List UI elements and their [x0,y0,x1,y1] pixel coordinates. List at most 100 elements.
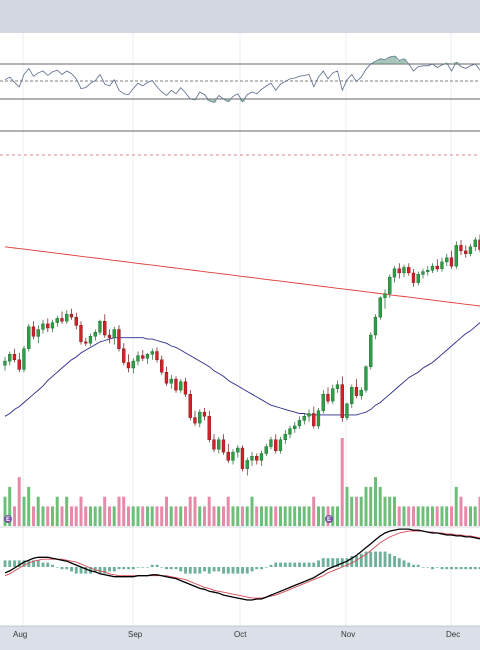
macd-histogram-bar [93,567,97,572]
macd-histogram-bar [65,567,69,570]
candle-body [245,460,249,469]
volume-bar [283,506,287,526]
macd-histogram-bar [70,567,73,572]
volume-bar [397,506,401,526]
candle-body [145,354,150,359]
macd-histogram-bar [331,558,335,567]
candle-body [335,384,340,389]
macd-histogram-bar [32,560,35,567]
volume-bar [212,506,216,526]
macd-histogram-bar [131,567,135,570]
candle-body [117,329,121,349]
month-label-aug: Aug [13,630,27,639]
earnings-marker-icon [4,515,12,523]
candle-body [36,329,40,337]
candle-body [312,413,316,427]
earnings-marker-1[interactable]: E [4,515,12,523]
macd-histogram-bar [84,567,88,574]
macd-histogram-bar [473,567,477,570]
macd-histogram-bar [245,567,249,574]
volume-bar [464,506,468,526]
volume-bar [245,506,249,526]
month-label-oct: Oct [234,630,247,639]
volume-bar [459,496,463,526]
macd-histogram-bar [378,551,382,567]
candle-body [454,245,458,267]
volume-bar [3,496,7,526]
macd-histogram-bar [226,567,230,574]
candle-body [231,451,235,461]
candle-body [397,268,401,274]
macd-histogram-bar [350,556,354,567]
candle-body [331,388,335,402]
volume-bar [374,477,377,526]
macd-histogram-bar [426,567,430,568]
volume-bar [255,506,259,526]
macd-histogram-bar [136,567,140,568]
macd-histogram-bar [454,567,458,570]
candle-body [236,447,240,453]
volume-bar [473,506,477,526]
rsi-line [4,55,480,103]
candle-body [122,348,126,363]
candle-body [274,439,278,451]
volume-bar [84,506,88,526]
volume-bar [46,506,50,526]
candle-body [468,246,473,254]
macd-histogram-bar [217,567,221,572]
footer-bar [0,626,480,650]
volume-bar [127,506,130,526]
volume-bar [108,506,111,526]
volume-bar [364,486,368,526]
macd-histogram-bar [264,567,268,568]
earnings-marker-2[interactable]: E [325,515,333,523]
macd-histogram-bar [51,564,54,567]
macd-histogram-bar [112,567,116,572]
candle-body [283,434,287,440]
volume-bar [32,506,35,526]
macd-histogram-bar [307,562,311,567]
macd-histogram-bar [174,567,178,570]
volume-bar [355,496,358,526]
candle-body [84,341,88,344]
macd-histogram-bar [274,562,278,567]
candle-body [369,334,373,367]
candle-body [250,456,254,461]
candle-body [93,332,97,337]
macd-histogram-bar [459,567,463,570]
volume-bar [274,506,278,526]
macd-histogram-bar [336,558,339,567]
macd-histogram-bar [445,567,449,570]
macd-histogram-bar [150,564,154,567]
macd-histogram-bar [260,567,263,570]
volume-bar [131,506,135,526]
candle-body [421,271,425,275]
volume-bar [402,506,406,526]
macd-histogram-bar [431,567,434,570]
candle-body [60,318,64,322]
candle-body [141,355,145,359]
macd-histogram-bar [160,567,164,568]
macd-histogram-bar [312,562,316,567]
macd-histogram-bar [269,564,273,567]
candle-body [112,329,116,339]
macd-histogram-bar [279,562,282,567]
candle-body [340,384,344,418]
candle-body [459,245,463,252]
volume-bars [3,438,480,526]
macd-histogram-bar [293,562,297,567]
macd-histogram-bar [393,556,396,567]
volume-bar [431,506,434,526]
volume-bar [250,496,254,526]
candle-body [183,381,188,395]
candle-body [79,325,83,342]
volume-bar [13,506,16,526]
candle-body [240,447,245,469]
macd-histogram-bar [22,560,26,567]
volume-bar [293,506,297,526]
candle-body [445,257,449,263]
volume-bar [98,506,102,526]
candle-body [359,389,363,396]
volume-bar [79,496,83,526]
earnings-marker-icon [325,515,333,523]
